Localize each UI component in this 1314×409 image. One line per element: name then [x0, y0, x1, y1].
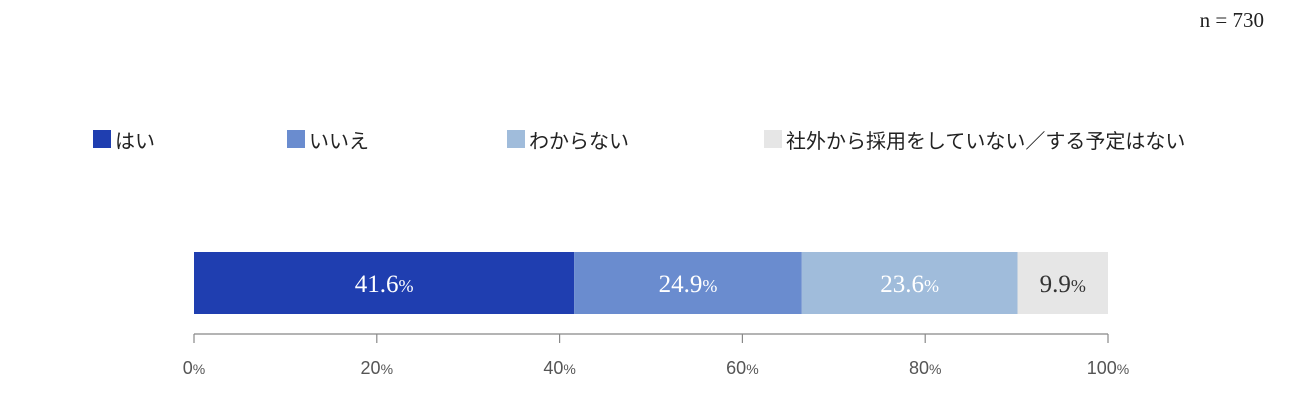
- x-tick-label-1: 20%: [361, 358, 393, 378]
- legend-item-yes: はい: [93, 124, 155, 154]
- legend-label-unknown: わからない: [529, 128, 629, 153]
- legend-swatch-not-hiring: [764, 130, 782, 148]
- data-label-2: 23.6%: [880, 271, 939, 298]
- x-tick-label-4: 80%: [909, 358, 941, 378]
- data-label-1: 24.9%: [659, 271, 718, 298]
- bar-segment-0: [194, 252, 575, 314]
- x-tick-label-2: 40%: [543, 358, 575, 378]
- legend-swatch-no: [287, 130, 305, 148]
- x-tick-label-0: 0%: [183, 358, 205, 378]
- bar-segment-1: [574, 252, 802, 314]
- sample-size-note: n = 730: [1199, 8, 1264, 32]
- legend-item-unknown: わからない: [507, 124, 629, 154]
- x-tick-label-5: 100%: [1087, 358, 1130, 378]
- legend-label-not-hiring: 社外から採用をしていない／する予定はない: [786, 128, 1186, 153]
- legend-label-yes: はい: [115, 128, 155, 153]
- data-label-0: 41.6%: [355, 271, 414, 298]
- legend: はい いいえ わからない 社外から採用をしていない／する予定はない: [0, 124, 1314, 154]
- x-tick-label-3: 60%: [726, 358, 758, 378]
- bar-segment-3: [1017, 252, 1108, 314]
- legend-label-no: いいえ: [309, 128, 369, 153]
- legend-swatch-yes: [93, 130, 111, 148]
- data-label-3: 9.9%: [1040, 271, 1086, 298]
- bar-segment-2: [801, 252, 1018, 314]
- legend-item-not-hiring: 社外から採用をしていない／する予定はない: [764, 124, 1185, 154]
- legend-swatch-unknown: [507, 130, 525, 148]
- legend-item-no: いいえ: [287, 124, 369, 154]
